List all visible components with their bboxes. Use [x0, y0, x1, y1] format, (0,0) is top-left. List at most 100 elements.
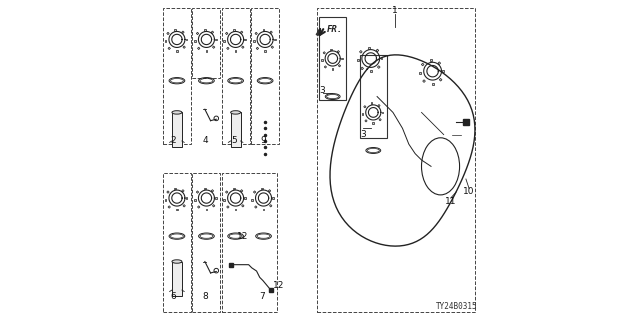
- Bar: [252, 199, 253, 201]
- Bar: [244, 197, 246, 199]
- Text: 12: 12: [237, 232, 248, 241]
- Bar: [182, 31, 184, 34]
- Bar: [429, 60, 431, 61]
- Text: 11: 11: [445, 197, 456, 206]
- Text: 5: 5: [232, 136, 237, 146]
- Bar: [330, 49, 332, 50]
- Bar: [339, 65, 340, 67]
- Bar: [364, 106, 366, 108]
- Bar: [378, 104, 380, 107]
- Bar: [194, 199, 196, 201]
- Text: 7: 7: [259, 292, 265, 301]
- Polygon shape: [316, 28, 320, 35]
- Bar: [230, 112, 241, 147]
- Bar: [186, 197, 188, 199]
- Bar: [268, 190, 271, 192]
- Bar: [274, 39, 276, 40]
- Bar: [270, 31, 273, 34]
- Bar: [223, 40, 225, 42]
- Bar: [321, 59, 323, 61]
- Text: FR.: FR.: [326, 25, 342, 34]
- Text: 8: 8: [202, 292, 208, 301]
- Bar: [273, 197, 274, 199]
- Bar: [233, 29, 235, 31]
- Bar: [225, 191, 228, 193]
- Bar: [253, 191, 256, 193]
- Bar: [205, 209, 207, 210]
- Bar: [168, 206, 170, 208]
- Bar: [376, 49, 379, 52]
- Bar: [255, 32, 257, 35]
- Bar: [439, 78, 442, 81]
- Bar: [262, 29, 264, 31]
- Bar: [242, 46, 244, 48]
- Bar: [442, 70, 444, 72]
- Bar: [241, 31, 243, 34]
- Bar: [211, 31, 214, 34]
- Bar: [269, 204, 272, 207]
- Bar: [264, 50, 266, 52]
- Bar: [172, 261, 182, 296]
- Bar: [223, 199, 225, 201]
- Bar: [212, 46, 215, 48]
- Bar: [421, 63, 424, 66]
- Bar: [256, 47, 259, 50]
- Text: 2: 2: [171, 136, 176, 146]
- Bar: [360, 55, 387, 138]
- Bar: [186, 39, 188, 40]
- Bar: [362, 113, 364, 115]
- Text: 3: 3: [360, 130, 365, 139]
- Text: 12: 12: [273, 282, 284, 291]
- Bar: [332, 68, 333, 70]
- Bar: [381, 112, 383, 113]
- Ellipse shape: [230, 111, 241, 114]
- Bar: [163, 8, 191, 144]
- Ellipse shape: [172, 111, 182, 114]
- Bar: [261, 188, 262, 189]
- Bar: [370, 70, 372, 72]
- Bar: [419, 72, 421, 74]
- Bar: [225, 32, 228, 35]
- Bar: [163, 173, 191, 312]
- Bar: [319, 17, 346, 100]
- Bar: [324, 66, 326, 68]
- Bar: [221, 173, 277, 312]
- Bar: [174, 29, 176, 31]
- Bar: [233, 188, 235, 189]
- Text: 9: 9: [260, 136, 266, 146]
- Bar: [167, 32, 169, 35]
- Bar: [262, 209, 264, 210]
- Bar: [211, 190, 214, 192]
- Bar: [317, 8, 476, 312]
- Bar: [337, 51, 339, 53]
- Bar: [381, 58, 383, 60]
- Text: 1: 1: [392, 6, 397, 15]
- Bar: [253, 40, 255, 42]
- Bar: [215, 39, 217, 40]
- Bar: [361, 67, 364, 70]
- Bar: [323, 52, 325, 54]
- Bar: [204, 29, 205, 31]
- Bar: [167, 191, 169, 193]
- Bar: [242, 204, 244, 207]
- Bar: [215, 197, 217, 199]
- Text: 4: 4: [202, 136, 208, 146]
- Ellipse shape: [172, 260, 182, 263]
- Bar: [227, 47, 229, 50]
- Bar: [172, 112, 182, 147]
- Bar: [176, 209, 178, 210]
- Bar: [174, 188, 176, 189]
- Bar: [357, 60, 359, 61]
- Bar: [251, 8, 279, 144]
- Bar: [235, 50, 236, 52]
- Bar: [176, 50, 178, 52]
- Bar: [164, 40, 166, 42]
- Bar: [193, 8, 220, 77]
- Bar: [241, 190, 243, 192]
- Bar: [183, 204, 186, 207]
- Bar: [379, 119, 381, 121]
- Bar: [212, 204, 215, 207]
- Bar: [183, 46, 186, 48]
- Bar: [205, 50, 207, 52]
- Bar: [365, 120, 367, 122]
